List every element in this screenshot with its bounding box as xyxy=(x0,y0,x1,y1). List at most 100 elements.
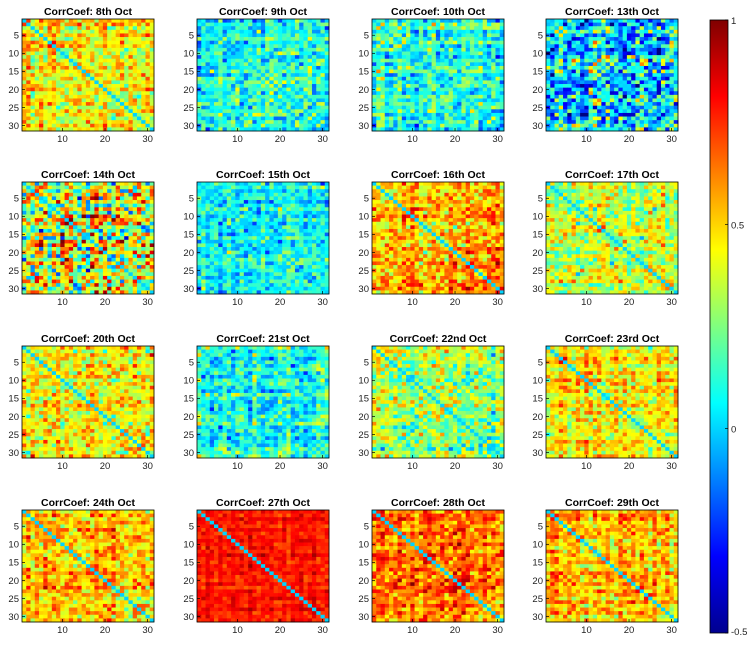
heatmap-cell xyxy=(316,58,321,63)
heatmap-cell xyxy=(660,58,666,63)
heatmap-cell xyxy=(68,257,74,262)
heatmap-cell xyxy=(423,94,428,99)
heatmap-cell xyxy=(499,44,505,49)
heatmap-cell xyxy=(550,98,555,103)
heatmap-cell xyxy=(558,91,564,96)
heatmap-cell xyxy=(372,26,377,31)
heatmap-cell xyxy=(567,116,572,121)
heatmap-cell xyxy=(376,123,381,128)
heatmap-cell xyxy=(73,207,78,212)
heatmap-cell xyxy=(660,123,666,128)
heatmap-cell xyxy=(618,109,623,114)
heatmap-cell xyxy=(609,91,615,96)
heatmap-cell xyxy=(282,47,287,52)
heatmap-cell xyxy=(457,84,462,88)
heatmap-cell xyxy=(141,105,146,110)
heatmap-cell xyxy=(656,80,662,85)
heatmap-cell xyxy=(81,22,87,27)
heatmap-cell xyxy=(550,37,555,42)
heatmap-cell xyxy=(495,33,501,38)
heatmap-cell xyxy=(77,200,82,205)
heatmap-cell xyxy=(43,283,48,288)
heatmap-cell xyxy=(136,250,142,255)
heatmap-cell xyxy=(64,182,70,186)
heatmap-cell xyxy=(124,218,129,223)
heatmap-cell xyxy=(482,55,488,60)
heatmap-cell xyxy=(465,102,471,107)
heatmap-cell xyxy=(597,120,602,125)
heatmap-cell xyxy=(39,228,44,233)
heatmap-cell xyxy=(226,51,232,56)
heatmap-cell xyxy=(673,127,679,132)
heatmap-cell xyxy=(592,19,598,23)
heatmap-cell xyxy=(222,37,228,42)
heatmap-cell xyxy=(618,123,623,128)
heatmap-cell xyxy=(601,51,606,56)
heatmap-cell xyxy=(149,69,155,74)
heatmap-cell xyxy=(128,84,134,88)
heatmap-cell xyxy=(132,203,138,208)
heatmap-cell xyxy=(145,192,151,197)
heatmap-cell xyxy=(149,116,155,121)
heatmap-cell xyxy=(265,73,270,78)
heatmap-cell xyxy=(119,261,125,266)
heatmap-cell xyxy=(256,109,262,114)
heatmap-cell xyxy=(141,65,146,70)
heatmap-cell xyxy=(94,94,99,99)
heatmap-cell xyxy=(73,214,78,219)
heatmap-cell xyxy=(618,62,623,67)
heatmap-cell xyxy=(243,87,249,92)
heatmap-cell xyxy=(406,73,411,78)
heatmap-cell xyxy=(243,62,249,67)
heatmap-cell xyxy=(643,105,649,110)
heatmap-cell xyxy=(423,29,428,34)
heatmap-cell xyxy=(397,123,403,128)
heatmap-cell xyxy=(303,62,309,67)
heatmap-cell xyxy=(205,123,211,128)
heatmap-cell xyxy=(98,76,104,81)
heatmap-cell xyxy=(324,94,330,99)
heatmap-cell xyxy=(235,76,240,81)
heatmap-cell xyxy=(571,62,577,67)
heatmap-cell xyxy=(431,87,437,92)
heatmap-cell xyxy=(580,69,585,74)
heatmap-cell xyxy=(98,225,104,230)
heatmap-cell xyxy=(98,250,104,255)
heatmap-cell xyxy=(423,73,428,78)
heatmap-cell xyxy=(64,116,70,121)
heatmap-cell xyxy=(115,200,121,205)
heatmap-cell xyxy=(128,210,134,215)
heatmap-cell xyxy=(643,55,649,60)
heatmap-cell xyxy=(558,84,564,88)
heatmap-cell xyxy=(626,69,632,74)
heatmap-cell xyxy=(119,120,125,125)
heatmap-cell xyxy=(265,40,270,45)
heatmap-cell xyxy=(550,120,555,125)
heatmap-cell xyxy=(457,22,462,27)
heatmap-cell xyxy=(252,189,257,194)
heatmap-cell xyxy=(111,196,117,201)
heatmap-cell xyxy=(128,22,134,27)
heatmap-cell xyxy=(252,19,257,23)
heatmap-cell xyxy=(22,192,27,197)
heatmap-cell xyxy=(495,69,501,74)
heatmap-cell xyxy=(554,58,560,63)
heatmap-cell xyxy=(136,200,142,205)
heatmap-cell xyxy=(397,51,403,56)
heatmap-cell xyxy=(90,19,95,23)
heatmap-cell xyxy=(218,105,223,110)
heatmap-cell xyxy=(648,47,653,52)
heatmap-cell xyxy=(226,91,232,96)
heatmap-cell xyxy=(243,58,249,63)
heatmap-cell xyxy=(34,210,40,215)
heatmap-cell xyxy=(499,51,505,56)
heatmap-cell xyxy=(51,80,57,85)
heatmap-cell xyxy=(115,228,121,233)
heatmap-cell xyxy=(397,65,403,70)
heatmap-cell xyxy=(56,247,61,251)
heatmap-cell xyxy=(461,22,467,27)
heatmap-cell xyxy=(277,102,283,107)
heatmap-cell xyxy=(290,102,296,107)
heatmap-cell xyxy=(584,26,589,31)
heatmap-cell xyxy=(660,80,666,85)
